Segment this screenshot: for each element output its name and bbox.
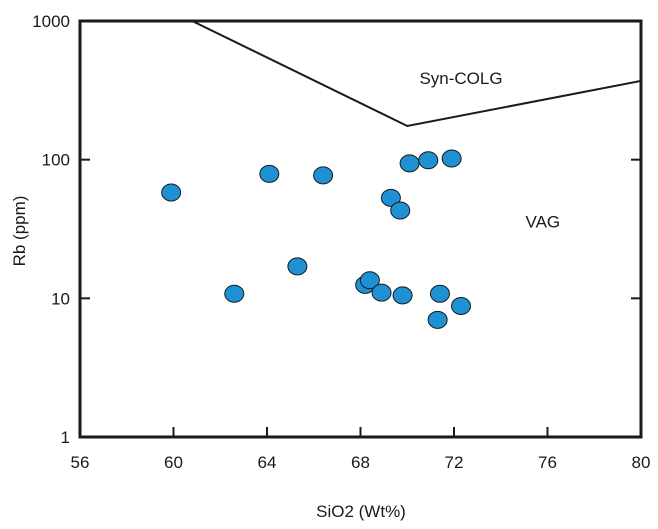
data-point [393,287,412,304]
data-point [452,298,471,315]
x-tick-label: 76 [538,453,557,472]
data-point [288,258,307,275]
y-tick-label: 1 [61,428,70,447]
x-tick-label: 72 [445,453,464,472]
data-point [225,285,244,302]
plot-content: Syn-COLG VAG [162,21,641,328]
data-point [430,285,449,302]
x-tick-label: 64 [258,453,277,472]
data-point [260,165,279,182]
x-tick-label: 60 [164,453,183,472]
x-axis-title: SiO2 (Wt%) [316,502,406,521]
data-point [162,184,181,201]
data-point [314,167,333,184]
data-point [442,150,461,167]
y-tick-label: 10 [51,289,70,308]
y-axis-title: Rb (ppm) [10,196,29,267]
region-label: VAG [526,212,561,231]
data-point [391,202,410,219]
data-point [419,152,438,169]
y-tick-label: 1000 [32,12,70,31]
y-tick-label: 100 [42,151,70,170]
data-point [372,284,391,301]
data-point [428,311,447,328]
x-tick-label: 80 [632,453,651,472]
boundary-line [192,21,641,126]
region-label: Syn-COLG [419,69,502,88]
data-point [400,155,419,172]
x-tick-label: 68 [351,453,370,472]
ticks: 56 60 64 68 72 76 80 1 10 100 1000 [32,12,650,472]
x-tick-label: 56 [71,453,90,472]
